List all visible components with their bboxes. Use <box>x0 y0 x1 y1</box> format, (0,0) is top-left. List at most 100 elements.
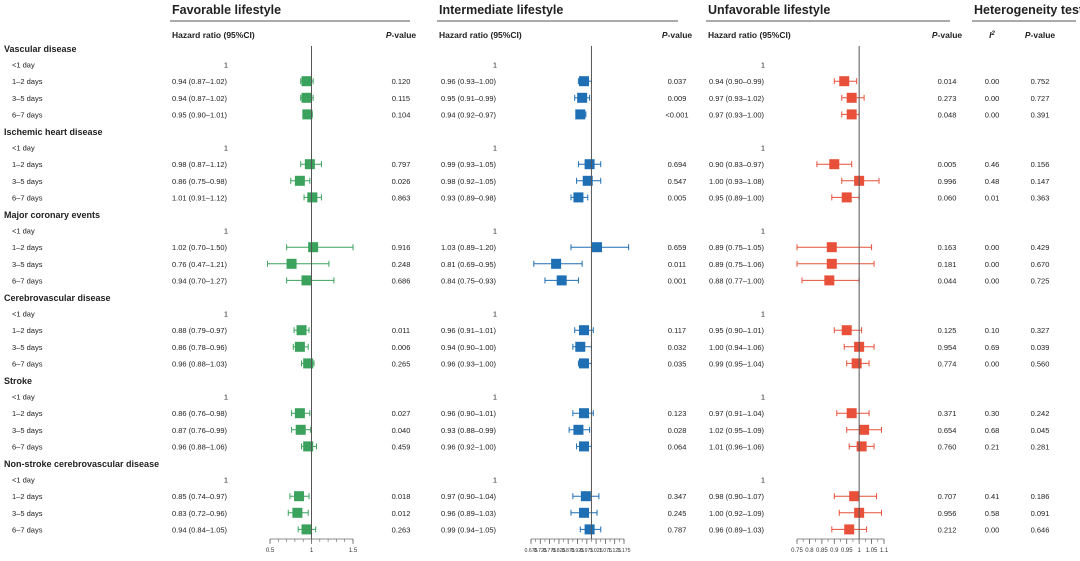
column-headers: Favorable lifestyle Hazard ratio (95%CI) P… <box>170 3 1080 40</box>
hr-ci-int: 0.99 (0.94–1.05) <box>441 525 497 534</box>
ref-value-unf: 1 <box>761 310 765 319</box>
p-value-unf: 0.212 <box>938 525 957 534</box>
p-value-int: 0.005 <box>668 193 687 202</box>
p-value-int: 0.028 <box>668 426 687 435</box>
hr-point-fav <box>303 441 314 452</box>
hr-ci-unf: 1.00 (0.93–1.08) <box>709 177 765 186</box>
row-label: 6–7 days <box>12 276 43 285</box>
row-label: <1 day <box>12 144 35 153</box>
p-value-fav: 0.120 <box>392 77 411 86</box>
row-label: 3–5 days <box>12 426 43 435</box>
tick-label-unf: 1.1 <box>880 548 889 554</box>
hr-ci-fav: 1.01 (0.91–1.12) <box>172 193 228 202</box>
p-value-fav: 0.011 <box>392 326 410 335</box>
hr-point-unf <box>859 424 870 435</box>
hr-point-unf <box>829 159 840 170</box>
het-p: 0.670 <box>1031 260 1050 269</box>
table-row: 3–5 days 0.87 (0.76–0.99) 0.040 0.93 (0.88–… <box>12 424 1050 435</box>
hr-ci-int: 0.81 (0.69–0.95) <box>441 260 497 269</box>
hr-point-int <box>575 109 586 120</box>
p-value-unf: 0.273 <box>938 94 957 103</box>
hr-ci-unf: 0.94 (0.90–0.99) <box>709 77 765 86</box>
hr-point-fav <box>294 175 305 186</box>
hr-ci-unf: 0.90 (0.83–0.97) <box>709 160 765 169</box>
hr-point-fav <box>292 507 303 518</box>
ref-value-int: 1 <box>493 144 497 153</box>
hr-point-unf <box>839 76 850 87</box>
table-row: 6–7 days 1.01 (0.91–1.12) 0.863 0.93 (0.89–… <box>12 192 1050 203</box>
hr-point-fav <box>295 424 306 435</box>
het-i2: 0.00 <box>985 525 1000 534</box>
hr-ci-int: 1.03 (0.89–1.20) <box>441 243 497 252</box>
tick-label-int: 1.025 <box>590 548 603 554</box>
ref-value-fav: 1 <box>224 227 228 236</box>
het-p: 0.646 <box>1031 525 1050 534</box>
hr-ci-int: 0.93 (0.89–0.98) <box>441 193 497 202</box>
ref-value-unf: 1 <box>761 61 765 70</box>
col-p-int: P-value <box>662 30 693 40</box>
hr-point-unf <box>844 524 855 535</box>
p-value-unf: 0.163 <box>938 243 957 252</box>
het-p: 0.363 <box>1031 193 1050 202</box>
row-label: 6–7 days <box>12 193 43 202</box>
group-title: Non-stroke cerebrovascular disease <box>4 459 159 469</box>
row-label: 1–2 days <box>12 409 43 418</box>
hr-ci-int: 0.96 (0.93–1.00) <box>441 77 497 86</box>
ref-value-fav: 1 <box>224 61 228 70</box>
hr-point-fav <box>286 258 297 269</box>
col-het-p: P-value <box>1025 30 1056 40</box>
hr-ci-int: 0.96 (0.89–1.03) <box>441 509 497 518</box>
hr-point-int <box>551 258 562 269</box>
hr-ci-unf: 1.02 (0.95–1.09) <box>709 426 765 435</box>
table-row: <1 day 1 1 1 <box>12 393 765 402</box>
hr-ci-unf: 0.96 (0.89–1.03) <box>709 525 765 534</box>
hr-point-fav <box>301 275 312 286</box>
table-row: 3–5 days 0.86 (0.75–0.98) 0.026 0.98 (0.92–… <box>12 175 1049 186</box>
p-value-fav: 0.797 <box>392 160 411 169</box>
table-row: <1 day 1 1 1 <box>12 227 765 236</box>
hr-point-fav <box>307 192 318 203</box>
hr-ci-unf: 0.97 (0.91–1.04) <box>709 409 765 418</box>
tick-label-int: 1.175 <box>618 548 631 554</box>
tick-label-int: 0.875 <box>562 548 575 554</box>
hr-point-int <box>577 92 588 103</box>
p-value-unf: 0.048 <box>938 110 957 119</box>
hr-point-fav <box>301 524 312 535</box>
hr-ci-int: 0.94 (0.92–0.97) <box>441 110 497 119</box>
p-value-int: 0.659 <box>668 243 687 252</box>
table-row: 1–2 days 0.98 (0.87–1.12) 0.797 0.99 (0.93–… <box>12 159 1050 170</box>
het-i2: 0.00 <box>985 243 1000 252</box>
table-row: 6–7 days 0.94 (0.70–1.27) 0.686 0.84 (0.75–… <box>12 275 1049 286</box>
het-p: 0.045 <box>1031 426 1050 435</box>
tick-label-unf: 0.8 <box>805 548 814 554</box>
hr-point-fav <box>301 76 312 87</box>
p-value-unf: 0.181 <box>938 260 957 269</box>
p-value-int: 0.694 <box>668 160 687 169</box>
row-label: 3–5 days <box>12 343 43 352</box>
hr-ci-unf: 1.01 (0.96–1.06) <box>709 442 765 451</box>
row-label: 6–7 days <box>12 359 43 368</box>
p-value-fav: 0.040 <box>392 426 411 435</box>
het-i2: 0.00 <box>985 276 1000 285</box>
table-row: 6–7 days 0.96 (0.88–1.06) 0.459 0.96 (0.92–… <box>12 441 1049 452</box>
row-label: 1–2 days <box>12 77 43 86</box>
group-title: Ischemic heart disease <box>4 127 103 137</box>
hr-point-int <box>582 175 593 186</box>
tick-label-int: 1.125 <box>608 548 621 554</box>
ref-value-fav: 1 <box>224 310 228 319</box>
p-value-fav: 0.265 <box>392 359 411 368</box>
row-label: <1 day <box>12 61 35 70</box>
panel-title-int: Intermediate lifestyle <box>439 3 563 17</box>
het-i2: 0.41 <box>985 492 1000 501</box>
ref-value-int: 1 <box>493 227 497 236</box>
p-value-int: 0.245 <box>668 509 687 518</box>
hr-point-int <box>580 491 591 502</box>
hr-point-int <box>592 242 603 253</box>
row-label: 3–5 days <box>12 94 43 103</box>
het-p: 0.156 <box>1031 160 1050 169</box>
hr-ci-fav: 0.86 (0.78–0.96) <box>172 343 228 352</box>
panel-title-fav: Favorable lifestyle <box>172 3 281 17</box>
ref-value-unf: 1 <box>761 476 765 485</box>
ref-value-unf: 1 <box>761 144 765 153</box>
panel-title-unf: Unfavorable lifestyle <box>708 3 830 17</box>
